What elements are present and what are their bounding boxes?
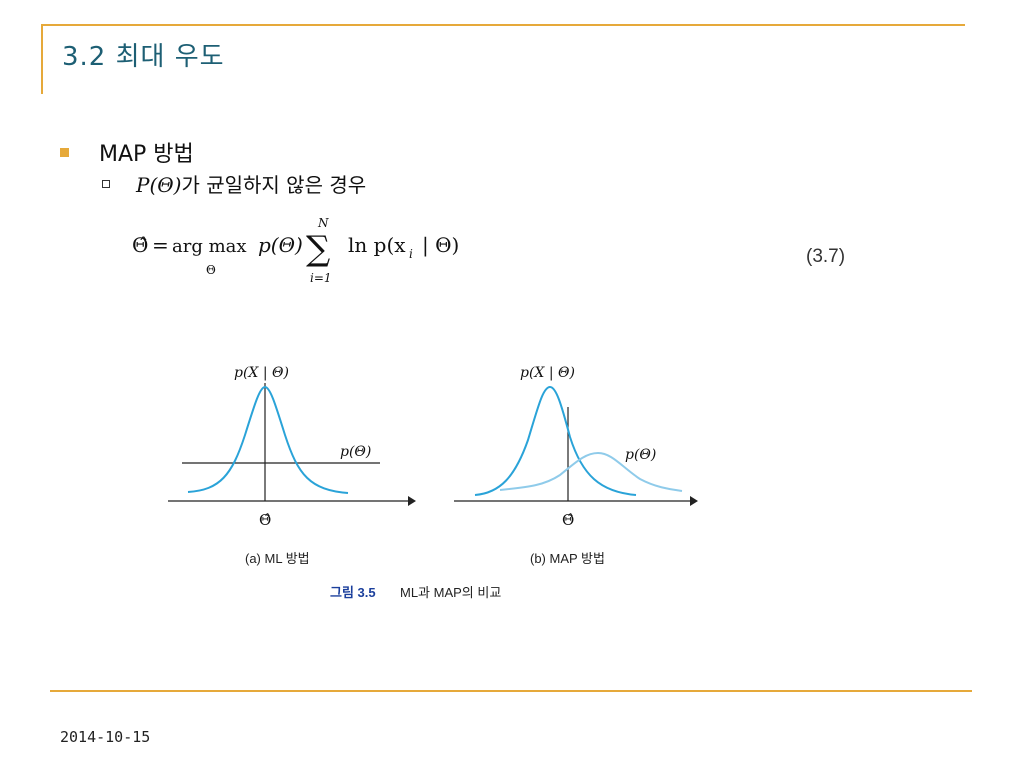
panel-a-likelihood-label: p(X | Θ) xyxy=(234,365,289,381)
panel-b-arrow-icon xyxy=(690,496,698,506)
slide-title: 3.2 최대 우도 xyxy=(62,42,225,72)
eq-sum-sub: i=1 xyxy=(310,271,332,285)
panel-b-prior-label: p(Θ) xyxy=(625,447,656,463)
main-bullet-text: MAP 방법 xyxy=(99,142,194,167)
panel-b-caption: (b) MAP 방법 xyxy=(530,551,605,566)
panel-a-arrow-icon xyxy=(408,496,416,506)
slide-date: 2014-10-15 xyxy=(60,728,151,746)
figure-caption-number: 그림 3.5 xyxy=(330,585,376,600)
panel-a-prior-label: p(Θ) xyxy=(340,444,371,460)
ml-vs-map-figure: p(X | Θ) p(Θ) Θ̂ (a) ML 방법 p(X | Θ) p(Θ)… xyxy=(168,365,698,600)
eq-equals: = xyxy=(152,233,169,257)
sum-symbol-icon: ∑ xyxy=(306,229,330,269)
sub-bullet: P(Θ)가 균일하지 않은 경우 xyxy=(102,169,366,198)
square-bullet-icon xyxy=(60,147,69,157)
eq-sum-sup: N xyxy=(317,216,329,230)
eq-term-sub: i xyxy=(409,247,413,261)
panel-a-likelihood-curve xyxy=(187,385,349,494)
sub-bullet-text: P(Θ)가 균일하지 않은 경우 xyxy=(136,169,366,198)
map-equation: Θ̂ = arg max Θ p(Θ) N ∑ i=1 ln p(x i | Θ… xyxy=(132,216,459,285)
sub-bullet-rest: 가 균일하지 않은 경우 xyxy=(181,173,367,197)
panel-a-caption: (a) ML 방법 xyxy=(245,551,310,566)
panel-b-axis-label: Θ̂ xyxy=(562,511,574,529)
panel-b-likelihood-curve xyxy=(474,385,637,496)
eq-argmax-sub: Θ xyxy=(206,263,216,277)
eq-term: ln p(x xyxy=(348,233,406,257)
eq-term-end: | Θ) xyxy=(422,233,459,258)
title-left-rule xyxy=(41,24,43,94)
panel-b-prior-curve xyxy=(499,451,683,492)
eq-prior: p(Θ) xyxy=(258,233,303,257)
figure-caption-text: ML과 MAP의 비교 xyxy=(400,585,501,600)
hollow-square-bullet-icon xyxy=(102,179,110,188)
equation-number: (3.7) xyxy=(806,246,846,267)
title-top-rule xyxy=(41,24,965,26)
panel-b: p(X | Θ) p(Θ) Θ̂ (b) MAP 방법 xyxy=(454,365,698,566)
panel-b-likelihood-label: p(X | Θ) xyxy=(520,365,575,381)
panel-a-axis-label: Θ̂ xyxy=(259,511,271,529)
eq-argmax: arg max xyxy=(172,236,247,257)
eq-lhs: Θ̂ xyxy=(132,233,148,257)
sub-bullet-math: P(Θ) xyxy=(136,173,182,197)
footer-rule xyxy=(50,690,972,692)
main-bullet: MAP 방법 xyxy=(60,136,194,168)
panel-a: p(X | Θ) p(Θ) Θ̂ (a) ML 방법 xyxy=(168,365,416,566)
